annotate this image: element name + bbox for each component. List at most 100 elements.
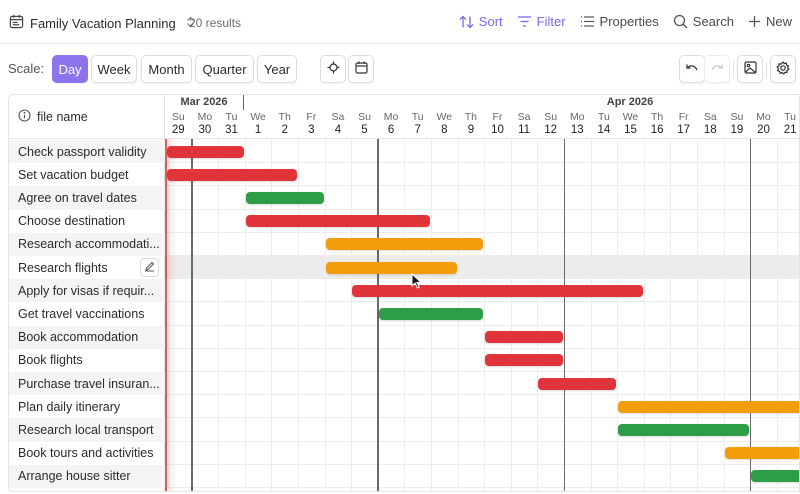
header-actions: Sort Filter Properties Search New	[459, 14, 792, 29]
task-row-label[interactable]: Book flights	[9, 349, 165, 372]
weekday-label: Su	[171, 111, 185, 123]
weekday-label: We	[622, 111, 639, 123]
calendar-icon	[354, 61, 368, 77]
day-number: 30	[198, 124, 212, 136]
page-title: Family Vacation Planning	[30, 15, 176, 31]
task-row-label[interactable]: Research flights	[9, 256, 165, 279]
filter-icon	[517, 15, 532, 28]
task-name: Research flights	[18, 260, 108, 275]
weekday-label: Fr	[306, 111, 317, 123]
settings-button[interactable]	[770, 55, 796, 83]
scale-year-button[interactable]: Year	[257, 55, 297, 83]
task-bar[interactable]	[167, 145, 244, 158]
task-name: Agree on travel dates	[18, 190, 137, 205]
export-image-icon	[743, 61, 757, 77]
task-name: Choose destination	[18, 214, 126, 229]
day-gridline	[697, 139, 698, 491]
task-name: Research local transport	[18, 422, 154, 437]
search-label: Search	[692, 14, 734, 29]
scale-day-button[interactable]: Day	[52, 55, 88, 83]
task-bar[interactable]	[245, 191, 324, 204]
weekday-label: Th	[464, 111, 478, 123]
task-bar[interactable]	[751, 470, 799, 483]
task-column-header[interactable]: file name	[9, 95, 165, 139]
task-row-label[interactable]: Set vacation budget	[9, 163, 165, 186]
task-row-label[interactable]: Arrange house sitter	[9, 464, 165, 488]
task-bar[interactable]	[538, 377, 617, 390]
weekday-label: Mo	[383, 111, 399, 123]
day-number: 2	[281, 124, 288, 136]
day-column-header: We 15	[617, 111, 644, 136]
task-row-label[interactable]: Book tours and activities	[9, 442, 165, 465]
month-divider	[243, 95, 244, 110]
redo-button[interactable]	[704, 55, 730, 83]
month-header: Mar 2026 Apr 2026	[165, 95, 799, 110]
day-number: 17	[677, 124, 691, 136]
row-gridline	[165, 440, 799, 442]
new-button[interactable]: New	[748, 14, 792, 29]
task-bar[interactable]	[325, 261, 457, 274]
task-bar[interactable]	[378, 307, 484, 320]
task-bar[interactable]	[352, 284, 643, 297]
task-bar[interactable]	[724, 447, 799, 460]
today-highlight	[165, 139, 177, 491]
scale-week-button[interactable]: Week	[91, 55, 137, 83]
timeline[interactable]: Mar 2026 Apr 2026 Su 29 Mo 30 Tu 31 We 1 Th 2 Fr 3 S…	[165, 95, 799, 491]
chevron-up-down-icon[interactable]	[186, 16, 195, 31]
task-row-label[interactable]: Book accommodation	[9, 325, 165, 349]
scale-quarter-button[interactable]: Quarter	[195, 55, 254, 83]
properties-label: Properties	[599, 14, 659, 29]
task-bar[interactable]	[167, 168, 297, 181]
day-column-header: Tu 14	[591, 111, 618, 136]
task-row-label[interactable]: Plan daily itinerary	[9, 395, 165, 418]
rename-task-button[interactable]	[140, 258, 159, 277]
task-bar[interactable]	[485, 354, 563, 367]
scale-month-button[interactable]: Month	[141, 55, 192, 83]
scroll-to-today-button[interactable]	[320, 55, 346, 83]
month-label: Apr 2026	[606, 96, 654, 108]
calendar-list-icon	[9, 14, 24, 32]
day-column-header: Tu 31	[218, 111, 245, 136]
task-row-label[interactable]: Apply for visas if requir...	[9, 279, 165, 303]
properties-button[interactable]: Properties	[580, 14, 659, 29]
day-gridline	[643, 139, 645, 491]
day-gridline	[670, 139, 672, 491]
task-row-label[interactable]: Research accommodati...	[9, 232, 165, 256]
row-gridline	[165, 208, 799, 210]
row-gridline	[165, 185, 799, 187]
day-number: 19	[730, 124, 744, 136]
task-bar[interactable]	[618, 400, 799, 413]
task-bar[interactable]	[245, 215, 430, 228]
day-number: 10	[491, 124, 504, 136]
task-row-label[interactable]: Research local transport	[9, 418, 165, 442]
month-label: Mar 2026	[180, 96, 228, 108]
week-divider	[377, 139, 379, 491]
row-gridline	[165, 231, 799, 233]
day-gridline	[776, 139, 778, 491]
day-column-header: Fr 10	[484, 111, 511, 136]
date-picker-button[interactable]	[348, 55, 374, 83]
week-divider	[563, 139, 565, 491]
task-bar[interactable]	[618, 423, 750, 436]
task-row-label[interactable]: Agree on travel dates	[9, 186, 165, 210]
view-title[interactable]: Family Vacation Planning	[9, 14, 195, 32]
day-number: 18	[703, 124, 717, 136]
task-row-label[interactable]: Get travel vaccinations	[9, 302, 165, 325]
undo-button[interactable]	[679, 55, 705, 83]
weekday-label: Sa	[331, 111, 345, 123]
search-button[interactable]: Search	[673, 14, 734, 29]
filter-button[interactable]: Filter	[517, 14, 566, 29]
task-bar[interactable]	[325, 238, 484, 251]
row-gridline	[165, 463, 799, 465]
task-row-label[interactable]: Choose destination	[9, 210, 165, 233]
export-image-button[interactable]	[737, 55, 763, 83]
task-bar[interactable]	[485, 331, 563, 344]
pencil-icon	[144, 261, 155, 275]
day-column-header: Mo 30	[192, 111, 219, 136]
row-gridline	[165, 417, 799, 419]
task-row-label[interactable]: Purchase travel insuran...	[9, 372, 165, 396]
task-name: Apply for visas if requir...	[18, 283, 155, 298]
task-row-label[interactable]: Check passport validity	[9, 140, 165, 164]
sort-button[interactable]: Sort	[459, 14, 503, 29]
day-number: 16	[650, 124, 664, 136]
